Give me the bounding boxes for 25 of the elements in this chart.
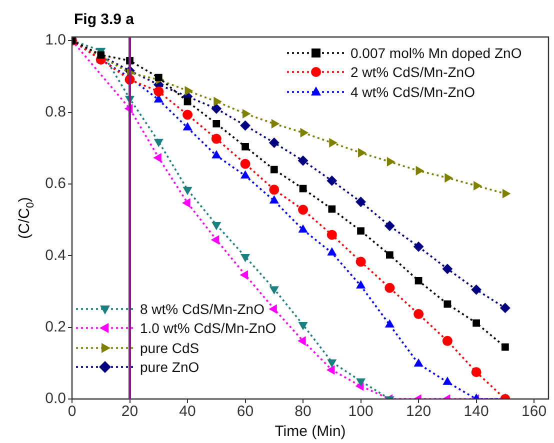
legend-label: 2 wt% CdS/Mn-ZnO [350, 64, 476, 80]
x-tick-label: 0 [68, 403, 76, 420]
chart-title: Fig 3.9 a [74, 11, 135, 28]
legend-label: 4 wt% CdS/Mn-ZnO [350, 84, 476, 100]
y-tick-label: 0.4 [45, 246, 66, 264]
y-axis-title: (C/C0) [16, 197, 36, 239]
legend-label: pure CdS [139, 340, 200, 356]
x-tick-label: 140 [464, 403, 489, 420]
y-tick-label: 0.2 [45, 318, 66, 336]
y-tick-label: 0.8 [45, 103, 66, 120]
x-tick-label: 20 [121, 403, 138, 420]
x-tick-label: 160 [522, 403, 547, 420]
x-tick-label: 100 [348, 403, 374, 420]
legend-label: 8 wt% CdS/Mn-ZnO [139, 300, 266, 317]
y-tick-label: 0.6 [45, 175, 66, 192]
legend-label: 0.007 mol% Mn doped ZnO [350, 44, 523, 61]
x-tick-label: 40 [179, 403, 196, 420]
x-tick-label: 120 [406, 403, 432, 420]
x-axis-title: Time (Min) [274, 423, 346, 440]
x-tick-label: 80 [294, 403, 312, 420]
y-tick-label: 0.0 [45, 390, 66, 408]
y-tick-label: 1.0 [45, 32, 66, 49]
x-tick-label: 60 [236, 403, 254, 420]
legend-label: 1.0 wt% CdS/Mn-ZnO [139, 320, 278, 336]
legend-label: pure ZnO [139, 359, 200, 376]
